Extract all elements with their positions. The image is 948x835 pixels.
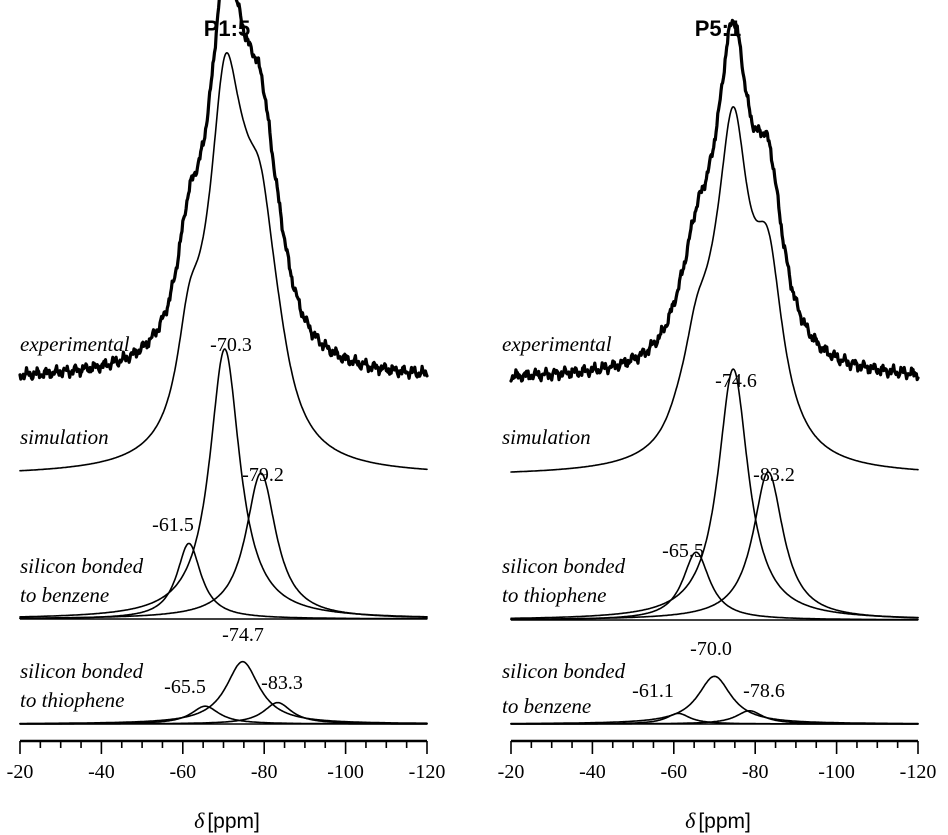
experimental-label: experimental bbox=[502, 332, 612, 356]
panel-p5-1: P5:1 -74.6-65.5-83.2-70.0-61.1 -78.6 expe… bbox=[498, 16, 937, 833]
silicon-bonded-to-benzene-label-line1: silicon bonded bbox=[20, 554, 144, 578]
simulation-label: simulation bbox=[20, 425, 109, 449]
x-tick-label: -80 bbox=[742, 761, 769, 783]
x-tick-label: -100 bbox=[818, 761, 855, 783]
silicon-bonded-to-thiophene-label-line1: silicon bonded bbox=[502, 554, 626, 578]
x-tick-label: -40 bbox=[579, 761, 606, 783]
simulation-trace bbox=[19, 52, 428, 472]
x-tick-label: -60 bbox=[660, 761, 687, 783]
x-tick-label: -100 bbox=[327, 761, 364, 783]
experimental-trace bbox=[509, 18, 920, 383]
panel-p1-5: P1:5 -70.3-61.5-79.2-74.7-65.5 -83.3 expe… bbox=[7, 0, 446, 833]
x-axis-unit: [ppm] bbox=[698, 810, 751, 833]
x-tick-label: -60 bbox=[169, 761, 196, 783]
x-axis-symbol: δ bbox=[685, 808, 696, 833]
x-axis-symbol: δ bbox=[194, 808, 205, 833]
silicon-bonded-to-benzene-label-line2: to benzene bbox=[502, 694, 591, 718]
x-tick-label: -40 bbox=[88, 761, 115, 783]
x-tick-label: -20 bbox=[498, 761, 525, 783]
silicon-bonded-to-benzene-label-line1: silicon bonded bbox=[502, 659, 626, 683]
silicon-bonded-to-thiophene-label-line2: to thiophene bbox=[20, 688, 124, 712]
silicon-bonded-to-thiophene-peak-3 bbox=[510, 471, 919, 621]
peak-label: -83.2 bbox=[753, 464, 795, 486]
silicon-bonded-to-thiophene-peak-3 bbox=[19, 701, 428, 725]
peak-label: -83.3 bbox=[261, 672, 303, 694]
silicon-bonded-to-thiophene-label-line1: silicon bonded bbox=[20, 659, 144, 683]
peak-label: -74.7 bbox=[222, 624, 264, 646]
x-tick-label: -120 bbox=[409, 761, 446, 783]
simulation-label: simulation bbox=[502, 425, 591, 449]
x-axis-unit: [ppm] bbox=[207, 810, 260, 833]
x-axis: -20 -40 -60 -80 -100 -120 bbox=[7, 739, 446, 783]
experimental-trace bbox=[18, 0, 429, 381]
simulation-trace bbox=[510, 106, 919, 473]
silicon-bonded-to-benzene-peak-3 bbox=[510, 710, 919, 725]
peak-label: -79.2 bbox=[242, 464, 284, 486]
x-axis-title: δ [ppm] bbox=[685, 808, 751, 833]
x-tick-label: -80 bbox=[251, 761, 278, 783]
peak-label: -65.5 bbox=[662, 540, 704, 562]
silicon-bonded-to-benzene-peak-3 bbox=[19, 472, 428, 619]
peak-label: -78.6 bbox=[743, 680, 785, 702]
x-axis-title: δ [ppm] bbox=[194, 808, 260, 833]
peak-label: -70.0 bbox=[690, 638, 732, 660]
peak-label: -74.6 bbox=[715, 370, 757, 392]
silicon-bonded-to-thiophene-peak-2 bbox=[510, 368, 919, 620]
silicon-bonded-to-thiophene-peak-2 bbox=[19, 660, 428, 725]
x-tick-label: -120 bbox=[900, 761, 937, 783]
peak-label: -70.3 bbox=[210, 334, 252, 356]
peak-label: -65.5 bbox=[164, 676, 206, 698]
experimental-label: experimental bbox=[20, 332, 130, 356]
x-tick-label: -20 bbox=[7, 761, 34, 783]
peak-label: -61.5 bbox=[152, 514, 194, 536]
x-axis: -20 -40 -60 -80 -100 -120 bbox=[498, 739, 937, 783]
silicon-bonded-to-benzene-label-line2: to benzene bbox=[20, 583, 109, 607]
silicon-bonded-to-thiophene-label-line2: to thiophene bbox=[502, 583, 606, 607]
peak-label: -61.1 bbox=[632, 680, 674, 702]
